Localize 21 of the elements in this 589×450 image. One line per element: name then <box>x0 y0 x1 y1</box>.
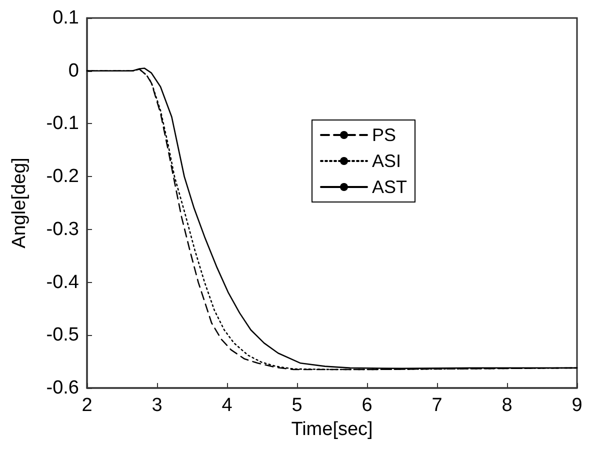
legend-label: AST <box>372 177 408 197</box>
legend-label: ASI <box>372 151 402 171</box>
y-tick-label: 0.1 <box>52 8 79 28</box>
x-tick-label: 9 <box>572 395 582 416</box>
y-tick-label: -0.3 <box>46 218 79 240</box>
legend-label: PS <box>372 125 396 145</box>
x-tick-label: 4 <box>222 395 233 416</box>
y-tick-label: -0.4 <box>46 272 80 293</box>
x-tick-label: 7 <box>432 395 442 416</box>
y-axis-title: Angle[deg] <box>9 158 30 248</box>
x-axis-title: Time[sec] <box>291 418 373 440</box>
x-tick-label: 6 <box>362 395 372 416</box>
x-tick-label: 3 <box>152 395 162 416</box>
x-tick-label: 5 <box>292 395 302 416</box>
y-tick-label: 0 <box>68 60 79 82</box>
y-tick-label: -0.2 <box>46 166 79 188</box>
y-tick-label: -0.6 <box>46 378 79 398</box>
y-tick-label: -0.5 <box>46 324 79 346</box>
x-tick-label: 8 <box>502 395 512 416</box>
x-tick-label: 2 <box>82 395 92 416</box>
y-tick-label: -0.1 <box>46 113 79 134</box>
